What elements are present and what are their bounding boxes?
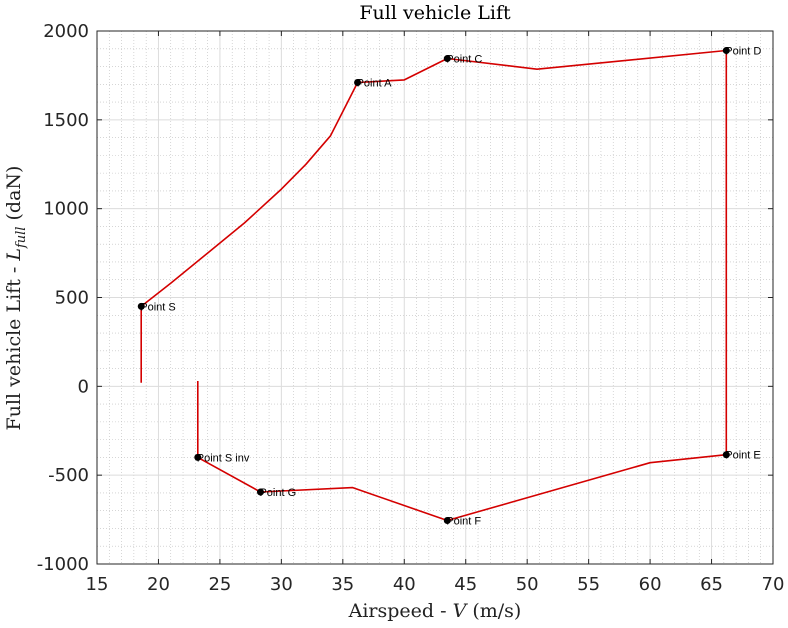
x-tick-label: 45 [454,574,477,595]
y-axis-label: Full vehicle Lift - Lfull (daN) [3,166,29,431]
point-label: Point S [140,301,175,313]
y-axis-label-var: L [3,248,25,262]
point-label: Point D [725,46,761,58]
point-label: Point G [259,487,296,499]
point-label: Point E [725,450,760,462]
x-axis-label: Airspeed - V (m/s) [348,600,522,622]
point-marker [722,451,730,459]
y-tick-label: 2000 [43,21,89,42]
point-marker [443,516,451,524]
chart-title: Full vehicle Lift [359,2,511,24]
point-marker [443,55,451,63]
point-label: Point F [446,515,481,527]
x-tick-label: 15 [86,574,109,595]
x-axis-ticks: 15 20 25 30 35 40 45 50 55 60 65 70 [86,31,785,595]
x-axis-label-post: (m/s) [466,600,521,622]
x-axis-label-pre: Airspeed - [348,600,453,622]
point-label: Point A [357,78,393,90]
point-marker [194,453,202,461]
x-tick-label: 60 [639,574,662,595]
x-tick-label: 65 [700,574,723,595]
x-tick-label: 35 [331,574,354,595]
x-tick-label: 70 [762,574,785,595]
y-tick-label: 500 [55,288,89,309]
point-marker [354,79,362,87]
y-axis-label-post: (daN) [3,166,25,227]
markers-layer: Point S Point A Point C Point D Point E Point… [137,46,761,527]
y-tick-label: 1000 [43,199,89,220]
envelope-line [140,49,728,522]
y-tick-label: 1500 [43,110,89,131]
point-marker [256,488,264,496]
x-tick-label: 20 [147,574,170,595]
x-axis-label-var: V [453,600,469,622]
x-tick-label: 30 [270,574,293,595]
y-axis-label-pre: Full vehicle Lift - [3,261,25,431]
y-axis-label-sub: full [14,227,29,250]
x-tick-label: 50 [516,574,539,595]
point-label: Point S inv [197,452,250,464]
x-tick-label: 40 [393,574,416,595]
point-label: Point C [446,54,482,66]
y-axis-ticks: -1000 -500 0 500 1000 1500 2000 [37,21,773,575]
x-tick-label: 55 [577,574,600,595]
y-tick-label: -500 [48,465,89,486]
point-marker [722,47,730,55]
series-layer [140,49,728,522]
x-tick-label: 25 [208,574,231,595]
point-marker [137,302,145,310]
y-tick-label: -1000 [37,554,89,575]
y-tick-label: 0 [78,376,89,397]
